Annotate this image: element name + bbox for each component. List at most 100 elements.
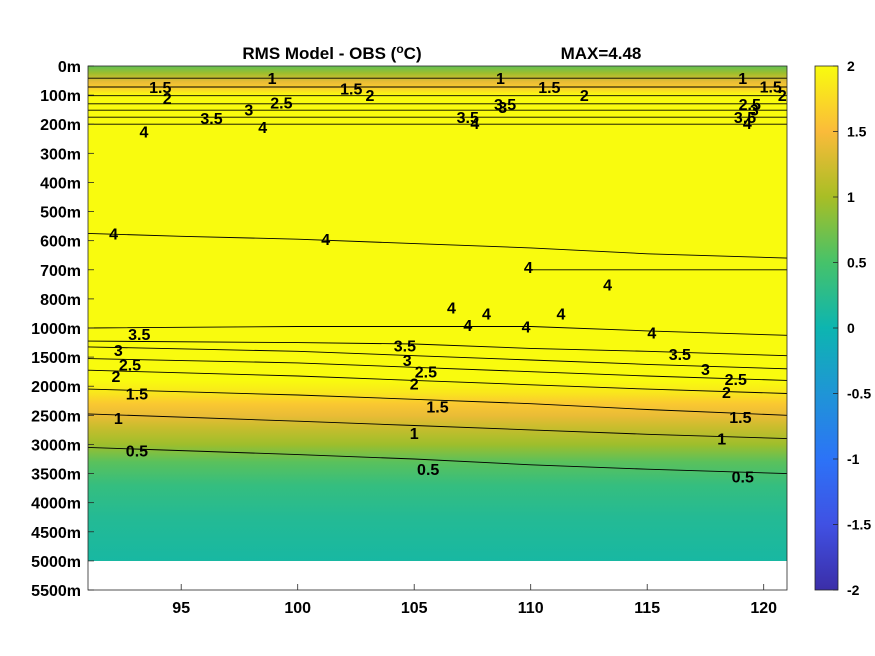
x-axis: 95 100 105 110 115 120 <box>172 584 777 617</box>
contour-label: 3.5 <box>394 338 416 355</box>
y-tick-label: 700m <box>40 263 81 280</box>
y-tick-label: 3000m <box>31 437 81 454</box>
contour-label: 2.5 <box>725 372 747 389</box>
contour-label: 4 <box>321 232 330 249</box>
colorbar-tick-label: 0.5 <box>847 255 867 271</box>
contour-label: 1 <box>268 71 277 88</box>
colorbar-tick-label: -1 <box>847 451 860 467</box>
contour-line <box>88 446 787 475</box>
contour-label: 4 <box>447 301 456 318</box>
x-tick-label: 120 <box>750 600 777 617</box>
y-tick-label: 4500m <box>31 525 81 542</box>
contour-label: 4 <box>603 277 612 294</box>
y-tick-label: 2500m <box>31 408 81 425</box>
y-tick-label: 1000m <box>31 321 81 338</box>
contour-label: 3.5 <box>200 111 222 128</box>
contour-label: 4 <box>743 116 752 133</box>
contour-label: 1 <box>114 411 123 428</box>
contour-label: 2.5 <box>415 365 437 382</box>
contour-label: 2 <box>365 88 374 105</box>
contour-label: 4 <box>647 325 656 342</box>
contour-label: 4 <box>557 306 566 323</box>
contour-label: 4 <box>522 320 531 337</box>
contour-line <box>88 388 787 416</box>
contour-label: 1.5 <box>538 80 560 97</box>
contour-label: 2.5 <box>119 357 141 374</box>
contour-label: 4 <box>470 116 479 133</box>
contour-line <box>88 358 787 381</box>
contour-label: 1 <box>410 426 419 443</box>
contour-label: 3 <box>750 103 759 120</box>
colorbar-tick-label: -0.5 <box>847 386 871 402</box>
contour-label: 1.5 <box>760 79 782 96</box>
contour-label: 1 <box>717 432 726 449</box>
contour-label: 3.5 <box>457 110 479 127</box>
y-tick-label: 800m <box>40 292 81 309</box>
contour-label: 1 <box>496 71 505 88</box>
contour-label: 1.5 <box>126 387 148 404</box>
contour-label: 4 <box>463 318 472 335</box>
x-tick-label: 110 <box>518 600 544 617</box>
contour-line <box>88 232 787 259</box>
y-tick-label: 600m <box>40 234 81 251</box>
y-tick-label: 5000m <box>31 554 81 571</box>
contour-label: 2.5 <box>270 95 292 112</box>
max-label: MAX=4.48 <box>561 44 642 63</box>
contour-label: 3.5 <box>128 327 150 344</box>
contour-label: 3.5 <box>734 110 756 127</box>
contour-line <box>88 326 787 336</box>
y-tick-label: 100m <box>40 88 81 105</box>
contour-label: 0.5 <box>126 443 148 460</box>
colorbar-axis: 2 1.5 1 0.5 0 -0.5 -1 -1.5 -2 <box>833 58 871 598</box>
contour-label: 0.5 <box>732 469 754 486</box>
colorbar-tick-label: -2 <box>847 582 860 598</box>
y-axis: 0m 100m 200m 300m 400m 500m 600m 700m 800m 1000m 1… <box>31 59 94 600</box>
colorbar-tick-label: 1 <box>847 189 855 205</box>
contour-label: 2 <box>722 385 731 402</box>
contour-line <box>88 413 787 440</box>
x-tick-label: 115 <box>634 600 660 617</box>
x-tick-label: 100 <box>284 600 311 617</box>
contour-label: 2 <box>163 91 172 108</box>
colorbar-tick-label: -1.5 <box>847 517 871 533</box>
contour-label: 4 <box>482 306 491 323</box>
x-tick-label: 95 <box>172 600 190 617</box>
y-tick-label: 300m <box>40 146 81 163</box>
contour-label: 4 <box>258 120 267 137</box>
contour-label: 3 <box>114 343 123 360</box>
contour-label: 2 <box>778 88 787 105</box>
contour-lines <box>88 77 787 475</box>
contour-label: 2 <box>112 369 121 386</box>
contour-label: 3.5 <box>494 97 516 114</box>
contour-label: 3 <box>701 362 710 379</box>
contour-label: 1.5 <box>149 80 171 97</box>
x-tick-label: 105 <box>401 600 428 617</box>
y-tick-label: 2000m <box>31 379 81 396</box>
y-tick-label: 0m <box>58 59 81 76</box>
chart-title: RMS Model - OBS (oC) <box>242 42 421 63</box>
contour-label: 3 <box>244 103 253 120</box>
y-tick-label: 1500m <box>31 350 81 367</box>
contour-label: 2 <box>580 88 589 105</box>
contour-label: 3.5 <box>669 347 691 364</box>
contour-line <box>88 369 787 394</box>
y-tick-label: 200m <box>40 117 81 134</box>
contour-label: 1.5 <box>340 82 362 99</box>
heatmap-field <box>88 66 787 561</box>
contour-label: 3 <box>403 353 412 370</box>
contour-label: 2 <box>410 376 419 393</box>
y-tick-label: 400m <box>40 175 81 192</box>
colorbar-tick-label: 1.5 <box>847 124 867 140</box>
contour-label: 1.5 <box>729 410 751 427</box>
y-tick-label: 500m <box>40 205 81 222</box>
contour-label: 4 <box>109 226 118 243</box>
contour-label: 3 <box>498 100 507 117</box>
contour-label: 4 <box>524 260 533 277</box>
contour-label: 2.5 <box>739 97 761 114</box>
y-tick-label: 5500m <box>31 583 81 600</box>
y-tick-label: 4000m <box>31 496 81 513</box>
colorbar-tick-label: 0 <box>847 320 855 336</box>
y-tick-label: 3500m <box>31 467 81 484</box>
contour-label: 4 <box>139 125 148 142</box>
contour-label: 1 <box>738 71 747 88</box>
